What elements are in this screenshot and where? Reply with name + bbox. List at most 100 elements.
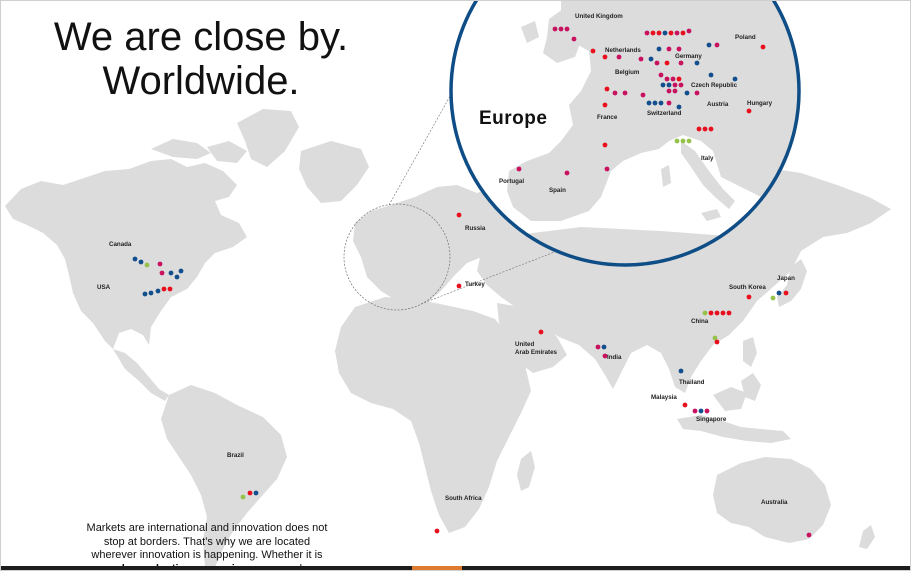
intro-line-1: Markets are international and innovation… — [86, 522, 328, 534]
canada-islands — [151, 109, 299, 167]
dot-canada-3 — [144, 262, 150, 268]
dot-fr-1 — [604, 86, 610, 92]
dot-be-3 — [638, 56, 644, 62]
new-zealand — [859, 525, 875, 549]
dot-usa-7 — [155, 288, 161, 294]
dot-it-5 — [680, 138, 686, 144]
dot-pl-1 — [760, 44, 766, 50]
dot-fr-2 — [612, 90, 618, 96]
dot-thailand — [678, 368, 684, 374]
label-south-africa: South Africa — [445, 495, 482, 502]
japan-land — [777, 259, 807, 307]
dot-canada-2 — [138, 259, 144, 265]
inset-sicily — [701, 209, 721, 221]
label-canada: Canada — [109, 241, 132, 248]
dot-china-7 — [714, 339, 720, 345]
label-malaysia: Malaysia — [651, 394, 677, 401]
dot-india-3 — [602, 353, 608, 359]
dot-pt-1 — [516, 166, 522, 172]
dot-cz-2 — [732, 76, 738, 82]
dot-de-20 — [684, 90, 690, 96]
dot-brazil-3 — [253, 490, 259, 496]
dot-japan-3 — [783, 290, 789, 296]
label-uae-2: Arab Emirates — [515, 349, 558, 356]
indonesia-land — [677, 373, 791, 443]
page-headline: We are close by. Worldwide. — [45, 15, 357, 103]
dot-china-2 — [708, 310, 714, 316]
europe-dots — [516, 26, 766, 176]
dot-be-4 — [648, 56, 654, 62]
dot-be-1 — [602, 54, 608, 60]
dot-de-19 — [672, 88, 678, 94]
dot-usa-6 — [148, 290, 154, 296]
dot-south-africa — [434, 528, 440, 534]
dot-uk-5 — [590, 48, 596, 54]
label-russia: Russia — [465, 225, 486, 232]
label-singapore: Singapore — [696, 416, 727, 423]
dot-usa-8 — [161, 286, 167, 292]
inset-sardinia — [661, 165, 671, 187]
europe-labels: United Kingdom Netherlands Germany Polan… — [479, 13, 773, 194]
dot-usa-5 — [142, 291, 148, 297]
dot-nl-4 — [662, 30, 668, 36]
dot-india-1 — [595, 344, 601, 350]
dot-china-1 — [702, 310, 708, 316]
label-netherlands: Netherlands — [605, 47, 641, 54]
dot-de-21 — [694, 90, 700, 96]
label-spain: Spain — [549, 187, 566, 194]
label-china: China — [691, 318, 709, 325]
intro-line-2: stop at borders. That’s why we are locat… — [103, 535, 311, 548]
inset-ring — [449, 1, 801, 267]
label-portugal: Portugal — [499, 178, 524, 185]
dot-de-2 — [714, 42, 720, 48]
label-germany: Germany — [675, 53, 702, 60]
dot-nl-2 — [650, 30, 656, 36]
label-austria: Austria — [707, 101, 729, 108]
dot-brazil-1 — [240, 494, 246, 500]
dot-de-8 — [678, 60, 684, 66]
dot-china-5 — [726, 310, 732, 316]
australia-land — [713, 457, 831, 543]
africa-land — [335, 297, 531, 533]
dot-nl-8 — [686, 28, 692, 34]
inset-title: Europe — [479, 108, 547, 129]
dot-it-1 — [696, 126, 702, 132]
label-uk: United Kingdom — [575, 13, 623, 20]
dot-de-15 — [666, 82, 672, 88]
bottom-accent — [412, 566, 462, 570]
dot-nl-6 — [674, 30, 680, 36]
dot-malaysia — [682, 402, 688, 408]
dot-de-14 — [660, 82, 666, 88]
dot-korea — [746, 294, 752, 300]
madagascar — [517, 451, 535, 491]
uk-world — [363, 211, 379, 237]
dot-de-4 — [666, 46, 672, 52]
dot-canada-1 — [132, 256, 138, 262]
label-brazil: Brazil — [227, 452, 244, 459]
dot-usa-3 — [174, 274, 180, 280]
label-india: India — [607, 354, 622, 361]
label-thailand: Thailand — [679, 379, 705, 386]
dot-singapore-3 — [704, 408, 710, 414]
label-usa: USA — [97, 284, 111, 291]
label-south-korea: South Korea — [729, 284, 766, 291]
dot-it-2 — [702, 126, 708, 132]
south-america-land — [161, 385, 287, 567]
dot-canada-4 — [157, 261, 163, 267]
dot-singapore-1 — [692, 408, 698, 414]
dot-de-16 — [672, 82, 678, 88]
label-switzerland: Switzerland — [647, 110, 682, 117]
dot-de-17 — [678, 82, 684, 88]
dot-china-4 — [720, 310, 726, 316]
dot-be-2 — [616, 54, 622, 60]
dot-japan-1 — [770, 295, 776, 301]
label-japan: Japan — [777, 275, 795, 282]
label-belgium: Belgium — [615, 69, 640, 76]
dot-usa-4 — [178, 268, 184, 274]
world-labels: Canada USA Brazil Russia Turkey United A… — [97, 225, 795, 506]
dot-ch-4 — [666, 100, 672, 106]
central-america — [113, 349, 169, 401]
intro-text: Markets are international and innovation… — [57, 522, 357, 570]
